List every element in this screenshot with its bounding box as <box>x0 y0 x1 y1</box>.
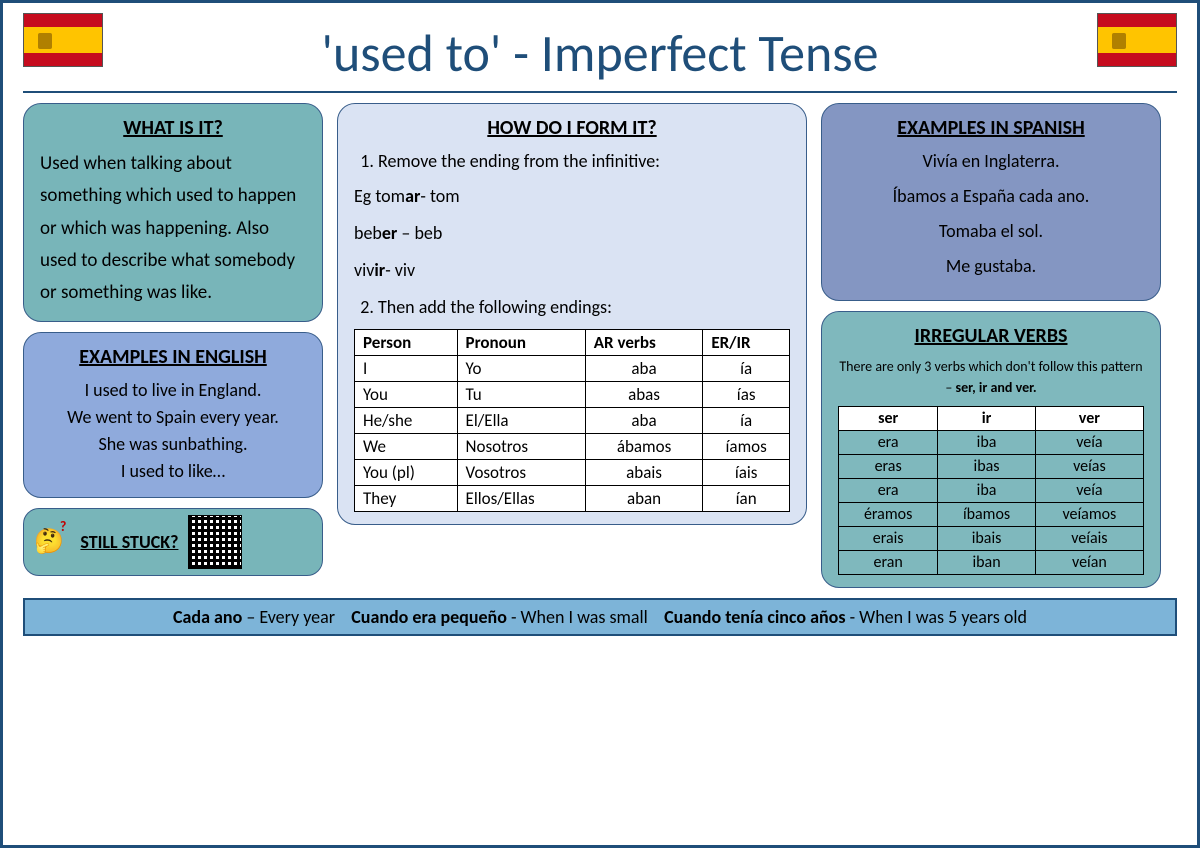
box-examples-english: EXAMPLES IN ENGLISH I used to live in En… <box>23 332 323 498</box>
footer-phrases: Cada ano – Every year Cuando era pequeño… <box>23 598 1177 636</box>
col-left: WHAT IS IT? Used when talking about some… <box>23 103 323 588</box>
col-right: EXAMPLES IN SPANISH Vivía en Inglaterra.… <box>821 103 1161 588</box>
table-row: eranibanveían <box>839 551 1144 575</box>
th: ER/IR <box>703 330 790 356</box>
table-row: erasibasveías <box>839 455 1144 479</box>
th: AR verbs <box>585 330 703 356</box>
irregular-intro: There are only 3 verbs which don't follo… <box>838 356 1144 398</box>
example-en-line: She was sunbathing. <box>40 431 306 458</box>
how-examples: Eg tomar- tom beber – beb vivir- viv <box>354 183 790 284</box>
heading-examples-en: EXAMPLES IN ENGLISH <box>40 345 306 369</box>
what-text: Used when talking about something which … <box>40 148 306 309</box>
heading-how: HOW DO I FORM IT? <box>354 116 790 140</box>
table-row: TheyEllos/Ellasabanían <box>355 486 790 512</box>
example-sp-line: Íbamos a España cada ano. <box>838 183 1144 210</box>
example-en-line: I used to live in England. <box>40 377 306 404</box>
table-row: eraisibaisveíais <box>839 527 1144 551</box>
box-examples-spanish: EXAMPLES IN SPANISH Vivía en Inglaterra.… <box>821 103 1161 301</box>
box-what-is-it: WHAT IS IT? Used when talking about some… <box>23 103 323 322</box>
box-irregular-verbs: IRREGULAR VERBS There are only 3 verbs w… <box>821 311 1161 588</box>
how-example-line: vivir- viv <box>354 257 790 284</box>
columns: WHAT IS IT? Used when talking about some… <box>23 103 1177 588</box>
example-sp-line: Vivía en Inglaterra. <box>838 148 1144 175</box>
th: ser <box>839 407 938 431</box>
th: Person <box>355 330 458 356</box>
table-row: You (pl)Vosotrosabaisíais <box>355 460 790 486</box>
example-en-line: We went to Spain every year. <box>40 404 306 431</box>
header: 'used to' - Imperfect Tense <box>23 13 1177 93</box>
box-still-stuck: 🤔? STILL STUCK? <box>23 508 323 576</box>
page: 'used to' - Imperfect Tense WHAT IS IT? … <box>0 0 1200 848</box>
example-sp-line: Me gustaba. <box>838 253 1144 280</box>
example-sp-line: Tomaba el sol. <box>838 218 1144 245</box>
table-row: IYoabaía <box>355 356 790 382</box>
table-row: He/sheEl/Ellaabaía <box>355 408 790 434</box>
irregular-table: ser ir ver eraibaveía erasibasveías erai… <box>838 406 1144 575</box>
table-row: YouTuabasías <box>355 382 790 408</box>
how-example-line: Eg tomar- tom <box>354 183 790 210</box>
spain-flag-icon <box>1097 13 1177 67</box>
table-row: WeNosotrosábamosíamos <box>355 434 790 460</box>
spain-flag-icon <box>23 13 103 67</box>
page-title: 'used to' - Imperfect Tense <box>321 13 878 87</box>
heading-irregular: IRREGULAR VERBS <box>838 324 1144 348</box>
qr-code-icon[interactable] <box>188 515 242 569</box>
col-mid: HOW DO I FORM IT? Remove the ending from… <box>337 103 807 588</box>
how-example-line: beber – beb <box>354 220 790 247</box>
heading-examples-sp: EXAMPLES IN SPANISH <box>838 116 1144 140</box>
table-row: eraibaveía <box>839 479 1144 503</box>
thinking-person-icon: 🤔? <box>34 530 70 554</box>
box-how-do-i-form-it: HOW DO I FORM IT? Remove the ending from… <box>337 103 807 525</box>
table-row: eraibaveía <box>839 431 1144 455</box>
table-row: éramosíbamosveíamos <box>839 503 1144 527</box>
th: ir <box>938 407 1035 431</box>
th: ver <box>1035 407 1143 431</box>
how-step: Then add the following endings: <box>378 294 790 321</box>
example-en-line: I used to like… <box>40 458 306 485</box>
th: Pronoun <box>457 330 585 356</box>
heading-stuck: STILL STUCK? <box>80 531 178 553</box>
heading-what: WHAT IS IT? <box>40 116 306 140</box>
how-step: Remove the ending from the infinitive: <box>378 148 790 175</box>
conjugation-table: Person Pronoun AR verbs ER/IR IYoabaía Y… <box>354 329 790 512</box>
